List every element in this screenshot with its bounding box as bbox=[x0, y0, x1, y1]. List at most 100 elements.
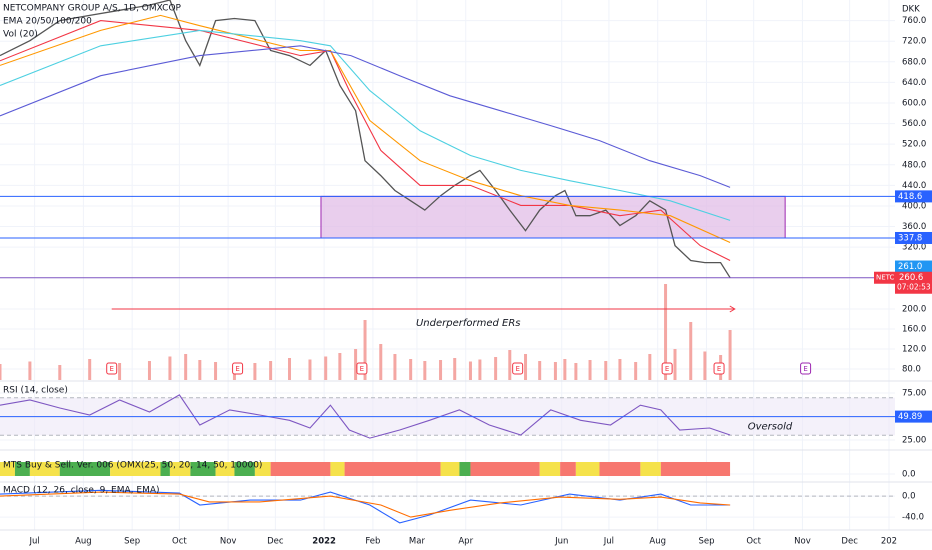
y-tick-label: 640.0 bbox=[902, 78, 926, 88]
rsi-note: Oversold bbox=[748, 422, 793, 433]
signal-segment bbox=[254, 462, 271, 476]
signal-segment bbox=[190, 462, 216, 476]
axes: Jul Aug Sep Oct Nov Dec 2022 Feb Mar Apr Jun Jul Aug… bbox=[28, 16, 926, 546]
signal-segment bbox=[0, 462, 15, 476]
volume-bar bbox=[324, 356, 328, 380]
signal-segment bbox=[169, 462, 191, 476]
volume-bar bbox=[269, 361, 273, 380]
earnings-label: E bbox=[665, 365, 669, 373]
earnings-label: E bbox=[803, 365, 807, 373]
volume-bar bbox=[214, 362, 218, 380]
y-tick-label: 720.0 bbox=[902, 37, 926, 47]
signal-segment bbox=[160, 462, 170, 476]
signal-segment bbox=[270, 462, 331, 476]
last-price: 260.6 bbox=[899, 273, 923, 283]
x-tick-label: Dec bbox=[267, 537, 284, 547]
y-tick-label: 600.0 bbox=[902, 98, 926, 108]
series-line bbox=[0, 394, 731, 439]
volume-bar bbox=[703, 351, 707, 380]
volume-bar bbox=[379, 344, 383, 380]
level-label-bg bbox=[895, 231, 932, 244]
series-line bbox=[0, 0, 731, 279]
volume-bar bbox=[393, 354, 397, 380]
x-tick-label: Jun bbox=[554, 537, 568, 547]
symbol-title: NETCOMPANY GROUP A/S, 1D, OMXCOP bbox=[3, 4, 182, 14]
volume-bar bbox=[673, 349, 677, 380]
x-tick-label: Sep bbox=[698, 537, 714, 547]
y-tick-label: 0.0 bbox=[902, 470, 916, 480]
x-tick-label: Apr bbox=[458, 537, 473, 547]
earnings-marker bbox=[713, 362, 725, 375]
x-tick-label: Jul bbox=[603, 537, 614, 547]
volume-bar bbox=[574, 363, 578, 380]
earnings-label: E bbox=[109, 365, 113, 373]
signal-segment bbox=[599, 462, 641, 476]
volume-bar bbox=[563, 359, 567, 380]
volume-bar bbox=[118, 363, 122, 380]
volume-bar bbox=[524, 354, 528, 380]
y-tick-label: 360.0 bbox=[902, 222, 926, 232]
volume-bar bbox=[288, 358, 292, 380]
volume-bar bbox=[147, 361, 151, 380]
volume-bar bbox=[409, 359, 413, 380]
y-tick-label: 0.0 bbox=[902, 492, 916, 502]
ema-legend: EMA 20/50/100/200 bbox=[3, 17, 92, 27]
series-line bbox=[0, 491, 731, 518]
earnings-label: E bbox=[235, 365, 239, 373]
volume-bar bbox=[198, 360, 202, 380]
volume-bar bbox=[588, 360, 592, 380]
volume-bar bbox=[0, 364, 2, 380]
x-tick-label: 202 bbox=[881, 537, 897, 547]
signal-segment bbox=[344, 462, 441, 476]
volume-bar bbox=[439, 360, 443, 380]
volume-bar bbox=[58, 365, 62, 380]
x-tick-label: Dec bbox=[841, 537, 858, 547]
volume-bar bbox=[648, 354, 652, 380]
x-tick-label: Jul bbox=[28, 537, 39, 547]
x-tick-label: Aug bbox=[649, 537, 666, 547]
volume-bar bbox=[253, 363, 257, 380]
countdown: 07:02:53 bbox=[897, 283, 931, 292]
signal-segment bbox=[59, 462, 111, 476]
signal-segment bbox=[330, 462, 345, 476]
volume-legend: Vol (20) bbox=[3, 30, 38, 40]
volume-bar bbox=[354, 349, 358, 380]
volume-bar bbox=[664, 284, 668, 380]
earnings-marker bbox=[356, 362, 368, 375]
x-tick-label: Feb bbox=[365, 537, 380, 547]
y-tick-label: 80.0 bbox=[902, 365, 921, 375]
y-tick-label: 480.0 bbox=[902, 160, 926, 170]
signal-segment bbox=[459, 462, 471, 476]
signal-segment bbox=[215, 462, 235, 476]
earnings-label: E bbox=[717, 365, 721, 373]
y-tick-label: 560.0 bbox=[902, 119, 926, 129]
mts-legend: MTS Buy & Sell. Ver. 006 (OMX(25, 50, 20… bbox=[3, 461, 262, 471]
y-tick-label: 120.0 bbox=[902, 345, 926, 355]
signal-segment bbox=[440, 462, 460, 476]
y-tick-label: 520.0 bbox=[902, 140, 926, 150]
volume-bar bbox=[88, 359, 92, 380]
x-tick-label: Aug bbox=[75, 537, 92, 547]
earnings-marker bbox=[661, 362, 673, 375]
volume-bar bbox=[728, 330, 732, 380]
signal-segment bbox=[14, 462, 30, 476]
level-label: 418.6 bbox=[898, 192, 922, 202]
prev-price-label-bg bbox=[895, 260, 932, 273]
x-tick-label: Nov bbox=[794, 537, 811, 547]
x-tick-label: Mar bbox=[409, 537, 426, 547]
volume-bar bbox=[468, 361, 472, 380]
series-line bbox=[0, 20, 731, 261]
earnings-label: E bbox=[360, 365, 364, 373]
earnings-label: E bbox=[515, 365, 519, 373]
arrow-head bbox=[729, 305, 736, 313]
signal-segment bbox=[539, 462, 561, 476]
volume-bar bbox=[184, 354, 188, 380]
x-tick-label: Oct bbox=[172, 537, 187, 547]
level-label: 337.8 bbox=[898, 233, 922, 243]
volume-bar bbox=[453, 358, 457, 380]
signal-segment bbox=[575, 462, 600, 476]
volume-bar bbox=[338, 353, 342, 380]
signal-segment bbox=[660, 462, 731, 476]
earnings-marker bbox=[232, 362, 244, 375]
